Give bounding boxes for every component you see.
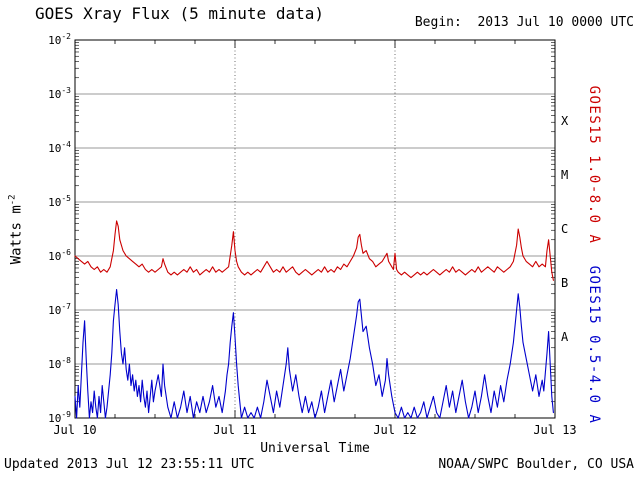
flare-class-label: A (561, 330, 569, 344)
y-tick-label: 10-2 (48, 32, 71, 47)
begin-timestamp-label: Begin: 2013 Jul 10 0000 UTC (414, 15, 634, 30)
flare-class-label: B (561, 276, 568, 290)
x-tick-label: Jul 12 (373, 423, 416, 437)
series-label-long-channel: GOES15 1.0-8.0 A (586, 85, 602, 245)
chart-title: GOES Xray Flux (5 minute data) (35, 4, 324, 23)
y-tick-label: 10-5 (48, 194, 71, 209)
y-tick-label: 10-4 (48, 140, 71, 155)
y-tick-label: 10-7 (48, 302, 71, 317)
series-label-short-channel: GOES15 0.5-4.0 A (586, 265, 602, 425)
x-tick-label: Jul 13 (533, 423, 576, 437)
flare-class-label: C (561, 222, 568, 236)
y-axis-title: Watts m-2 (7, 194, 25, 264)
flare-class-label: X (561, 114, 569, 128)
y-tick-label: 10-3 (48, 86, 71, 101)
x-axis-title: Universal Time (260, 441, 370, 456)
series-long-line (74, 220, 554, 281)
y-tick-label: 10-8 (48, 356, 71, 371)
x-tick-label: Jul 10 (53, 423, 96, 437)
series-short-line (74, 288, 554, 419)
x-tick-label: Jul 11 (213, 423, 256, 437)
y-tick-label: 10-6 (48, 248, 71, 263)
flare-class-label: M (561, 168, 568, 182)
credit-text: NOAA/SWPC Boulder, CO USA (438, 457, 634, 472)
updated-timestamp: Updated 2013 Jul 12 23:55:11 UTC (4, 457, 255, 472)
y-tick-label: 10-9 (48, 410, 71, 425)
